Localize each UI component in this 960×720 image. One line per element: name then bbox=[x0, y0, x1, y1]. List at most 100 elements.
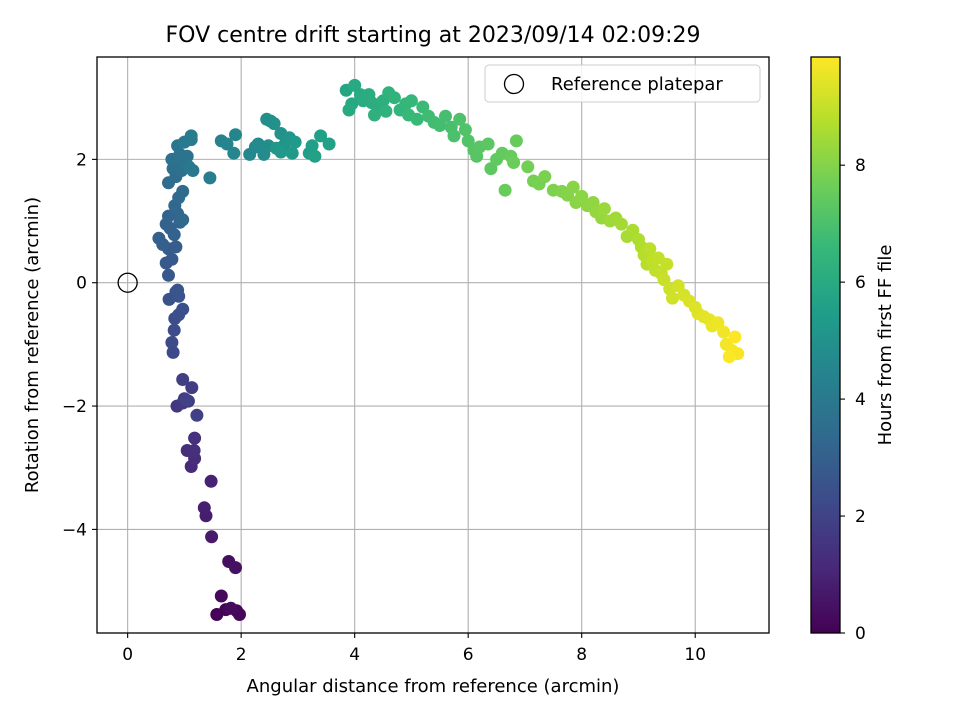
legend: Reference platepar bbox=[484, 64, 761, 103]
data-point bbox=[660, 257, 674, 271]
colorbar-ticks: 0 2 4 6 8 bbox=[840, 156, 866, 644]
data-point bbox=[308, 149, 322, 163]
data-point bbox=[169, 240, 183, 254]
data-point bbox=[176, 373, 190, 386]
data-point bbox=[288, 135, 302, 149]
data-point bbox=[187, 444, 201, 457]
data-point bbox=[227, 146, 241, 160]
colorbar-tick-label: 6 bbox=[855, 273, 866, 293]
data-point bbox=[597, 202, 611, 216]
data-point bbox=[410, 112, 424, 126]
colorbar-tick-label: 8 bbox=[855, 156, 866, 176]
scatter-points bbox=[152, 78, 745, 621]
legend-label-reference-platepar: Reference platepar bbox=[551, 74, 723, 95]
data-point bbox=[305, 139, 319, 153]
data-point bbox=[176, 302, 190, 316]
data-point bbox=[180, 149, 194, 163]
x-axis-label: Angular distance from reference (arcmin) bbox=[247, 676, 620, 697]
data-point bbox=[214, 589, 228, 603]
data-point bbox=[404, 94, 418, 108]
legend-marker bbox=[503, 73, 525, 95]
data-point bbox=[643, 242, 657, 256]
x-tick-label: 8 bbox=[576, 645, 587, 665]
data-point bbox=[322, 137, 336, 151]
data-point bbox=[458, 123, 472, 137]
y-axis-label: Rotation from reference (arcmin) bbox=[22, 197, 43, 493]
data-point bbox=[521, 160, 535, 174]
data-point bbox=[171, 283, 185, 297]
data-point bbox=[453, 112, 467, 126]
data-point bbox=[274, 145, 288, 159]
y-tick-label: −4 bbox=[62, 520, 87, 540]
colorbar-label: Hours from first FF file bbox=[875, 245, 896, 446]
data-point bbox=[179, 393, 193, 407]
data-point bbox=[368, 108, 381, 122]
data-point bbox=[285, 146, 299, 160]
data-point bbox=[387, 91, 401, 105]
x-tick-label: 10 bbox=[684, 645, 706, 665]
x-tick-label: 0 bbox=[122, 645, 133, 665]
data-point bbox=[498, 183, 512, 197]
colorbar-gradient bbox=[811, 57, 840, 633]
x-tick-label: 2 bbox=[236, 645, 247, 665]
data-point bbox=[220, 137, 234, 151]
colorbar-frame bbox=[810, 56, 841, 634]
data-point bbox=[165, 336, 179, 349]
x-tick-label: 4 bbox=[349, 645, 360, 665]
y-axis-ticks: −4 −2 0 2 bbox=[62, 150, 97, 540]
chart-title: FOV centre drift starting at 2023/09/14 … bbox=[166, 23, 701, 48]
data-point bbox=[176, 184, 190, 198]
data-point bbox=[224, 601, 238, 615]
data-point bbox=[167, 323, 181, 337]
data-point bbox=[166, 345, 180, 359]
data-point bbox=[203, 171, 217, 185]
data-point bbox=[538, 170, 552, 184]
data-point bbox=[184, 129, 198, 143]
data-point bbox=[481, 137, 495, 151]
data-point bbox=[566, 180, 580, 194]
data-point bbox=[229, 561, 242, 575]
legend-box bbox=[484, 64, 761, 103]
data-point bbox=[433, 119, 447, 132]
data-point bbox=[267, 117, 281, 131]
data-point bbox=[186, 164, 200, 177]
y-tick-label: 0 bbox=[76, 274, 87, 294]
data-point bbox=[509, 134, 523, 148]
colorbar-tick-label: 2 bbox=[855, 507, 866, 527]
colorbar-tick-label: 4 bbox=[855, 390, 866, 410]
data-point bbox=[314, 129, 328, 143]
data-point bbox=[447, 129, 461, 143]
data-point bbox=[165, 252, 179, 266]
x-axis-ticks: 0 2 4 6 8 10 bbox=[122, 633, 706, 665]
x-tick-label: 6 bbox=[463, 645, 474, 665]
data-point bbox=[666, 291, 679, 305]
data-point bbox=[167, 228, 181, 242]
data-point bbox=[507, 156, 521, 169]
data-point bbox=[204, 474, 218, 488]
data-point bbox=[197, 501, 211, 515]
data-point bbox=[185, 381, 199, 395]
reference-platepar-marker bbox=[117, 272, 138, 293]
data-point bbox=[657, 273, 671, 287]
colorbar-tick-label: 0 bbox=[855, 624, 866, 644]
data-point bbox=[205, 530, 219, 544]
data-point bbox=[229, 128, 242, 142]
y-tick-label: 2 bbox=[76, 150, 87, 170]
data-point bbox=[176, 213, 190, 227]
data-point bbox=[717, 325, 731, 339]
y-tick-label: −2 bbox=[62, 397, 87, 417]
data-point bbox=[614, 217, 628, 231]
axes-frame bbox=[96, 56, 770, 634]
grid-lines bbox=[97, 57, 769, 633]
data-point bbox=[722, 350, 736, 364]
data-point bbox=[439, 109, 452, 123]
data-point bbox=[728, 330, 742, 344]
data-point bbox=[251, 137, 265, 151]
plot-area: 0 2 4 6 8 10 −4 −2 0 2 bbox=[62, 56, 770, 665]
data-point bbox=[379, 104, 393, 118]
data-point bbox=[188, 431, 202, 445]
colorbar: 0 2 4 6 8 Hours from first FF file bbox=[810, 56, 896, 644]
data-point bbox=[162, 268, 175, 282]
